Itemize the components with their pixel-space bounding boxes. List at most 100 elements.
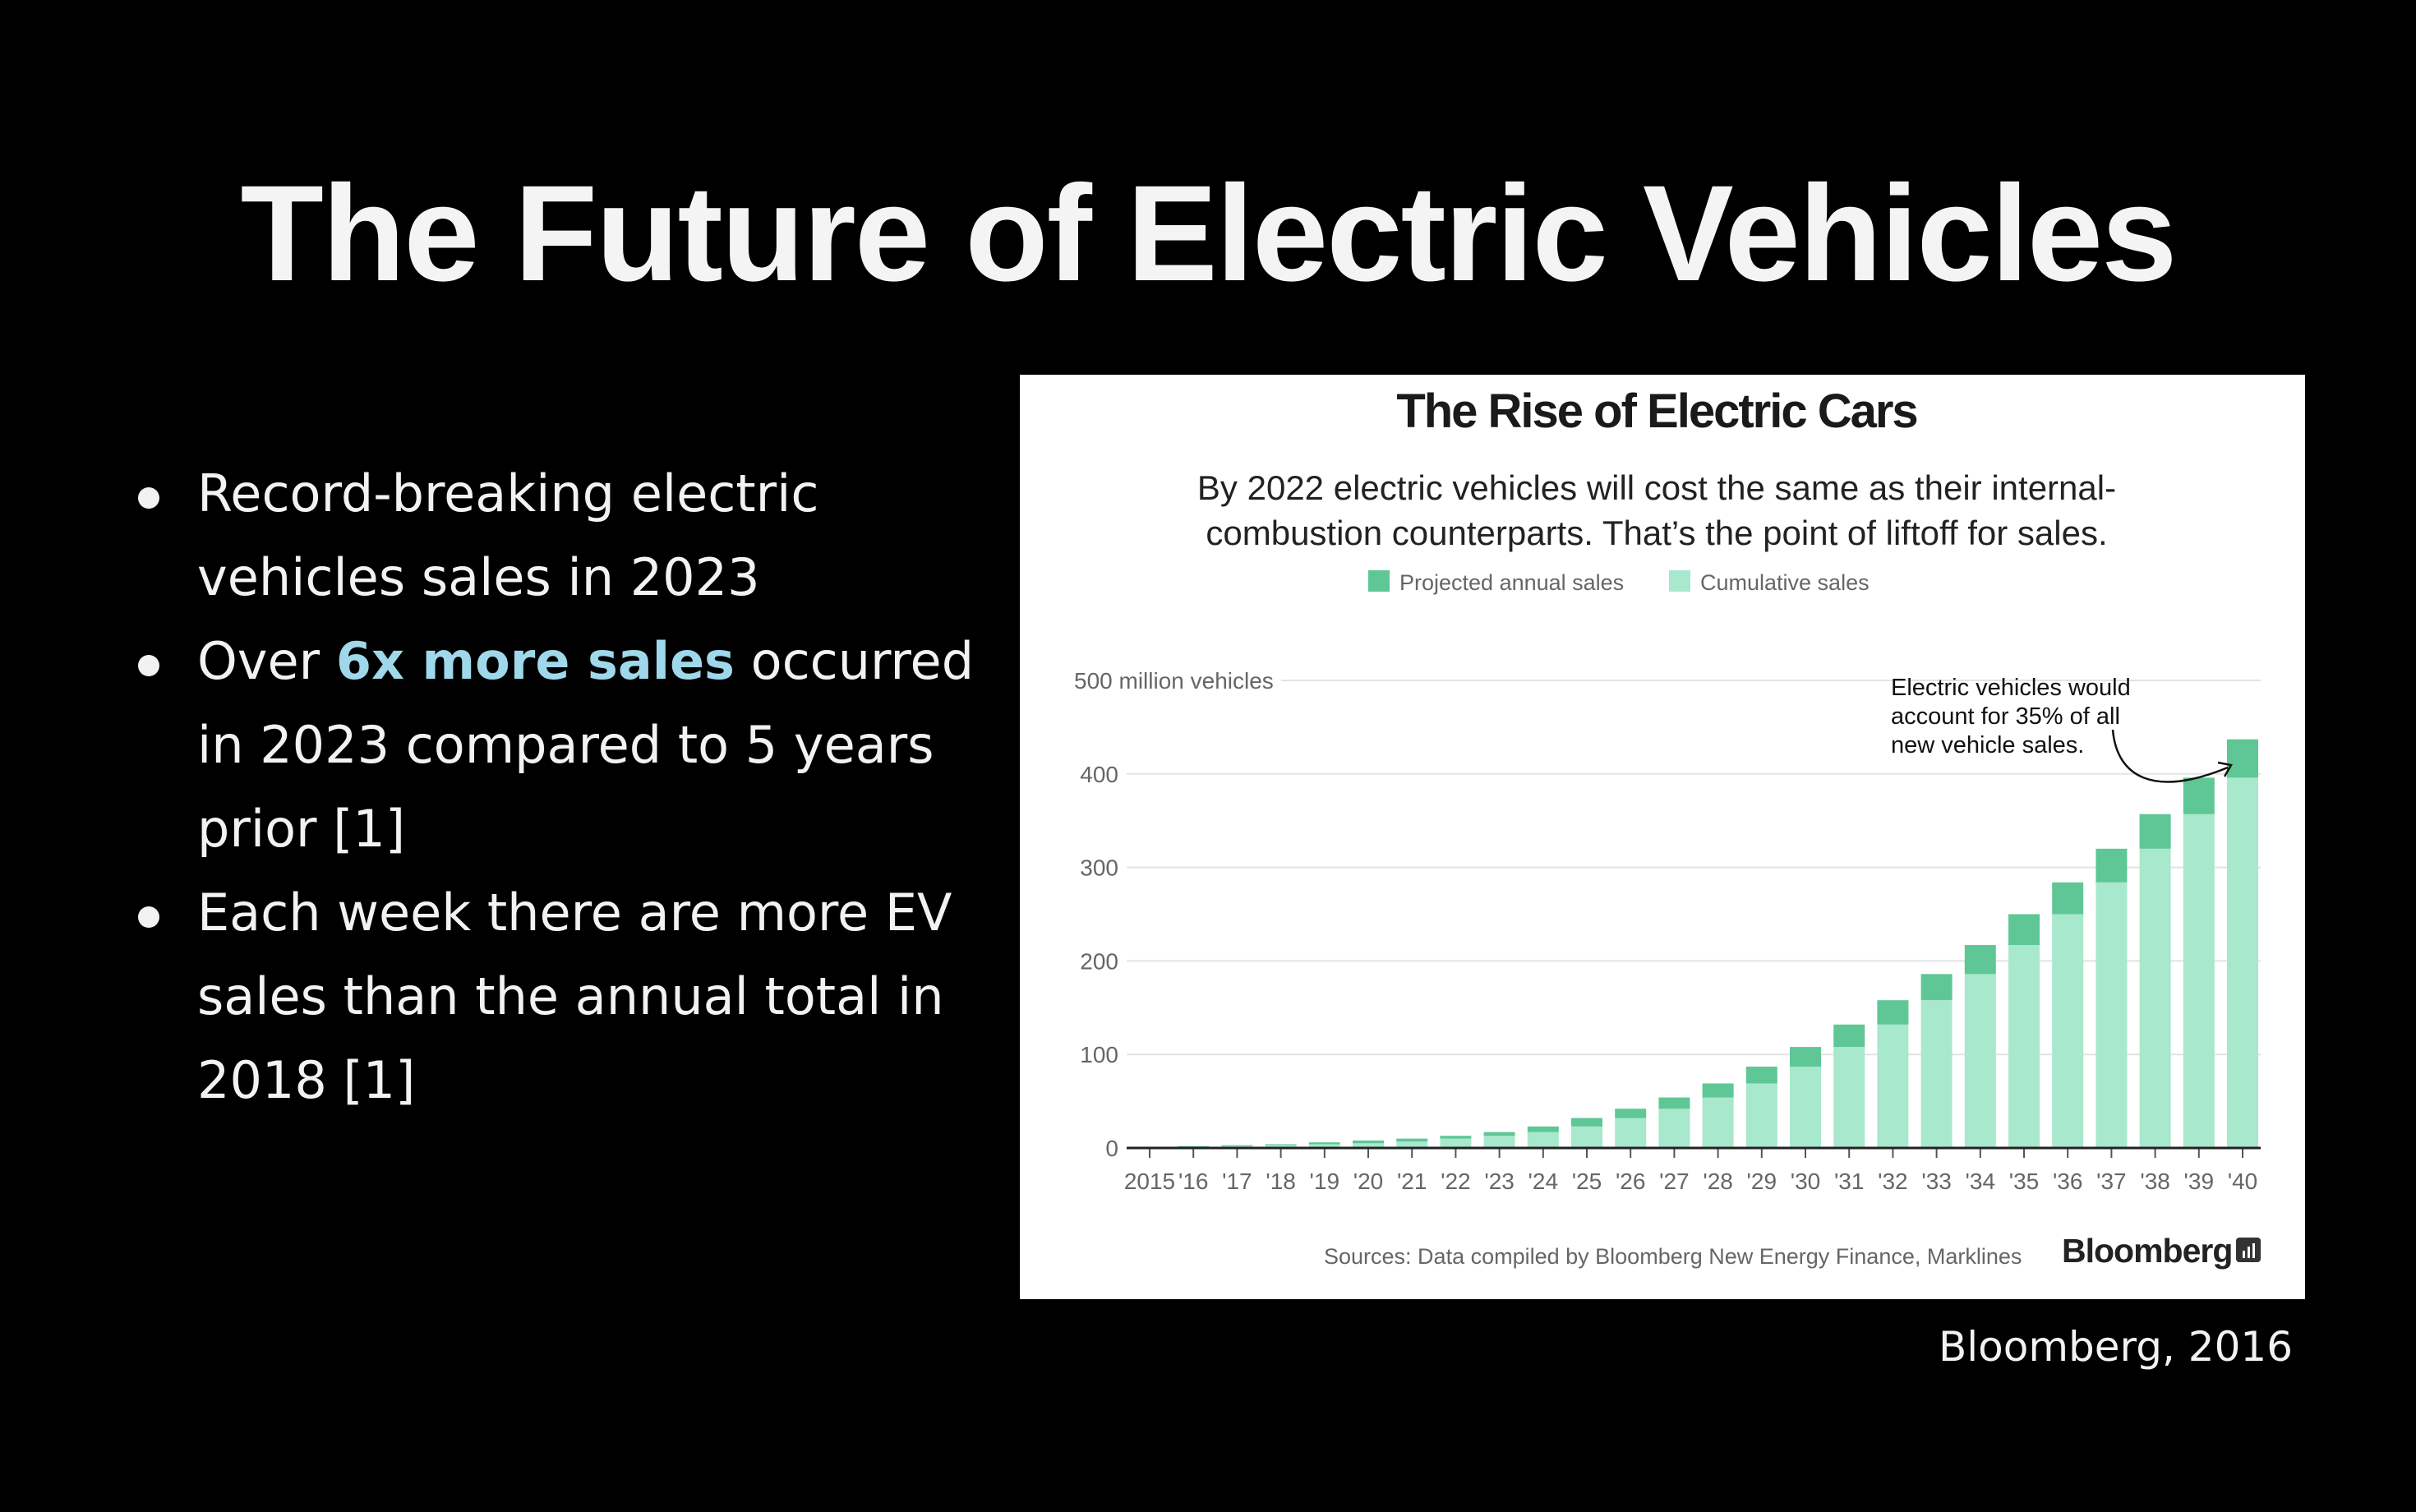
legend-swatch <box>1669 570 1690 592</box>
bar-cumulative-6 <box>1396 1141 1428 1148</box>
bar-cumulative-3 <box>1265 1145 1297 1148</box>
chart-text: The Rise of Electric Cars By 2022 electri… <box>1074 385 2261 1270</box>
x-tick-label: '28 <box>1703 1169 1733 1194</box>
bar-annual-7 <box>1440 1136 1472 1139</box>
x-tick-label: '37 <box>2096 1169 2127 1194</box>
bullet-list: Record-breaking electric vehicles sales … <box>131 452 986 1122</box>
bar-cumulative-12 <box>1658 1109 1690 1148</box>
x-tick-label: '39 <box>2184 1169 2215 1194</box>
y-tick-label: 400 <box>1080 762 1118 787</box>
x-tick-label: '16 <box>1178 1169 1209 1194</box>
bar-annual-10 <box>1571 1118 1602 1127</box>
bar-annual-17 <box>1877 1000 1909 1025</box>
bullet-item: Record-breaking electric vehicles sales … <box>131 452 986 620</box>
bar-cumulative-17 <box>1877 1024 1909 1148</box>
bar-annual-8 <box>1483 1132 1515 1136</box>
bar-cumulative-11 <box>1615 1118 1647 1148</box>
bar-annual-11 <box>1615 1109 1647 1118</box>
bullet-item: Each week there are more EV sales than t… <box>131 871 986 1122</box>
bar-cumulative-22 <box>2096 882 2128 1148</box>
annotation-text: account for 35% of all <box>1891 703 2120 730</box>
y-tick-label: 100 <box>1080 1042 1118 1067</box>
bar-cumulative-19 <box>1964 974 1996 1148</box>
annotation-text: Electric vehicles would <box>1891 675 2131 701</box>
bar-annual-1 <box>1178 1146 1210 1147</box>
x-tick-label: '36 <box>2053 1169 2083 1194</box>
bullet-text: Over <box>197 631 336 691</box>
x-tick-label: '20 <box>1353 1169 1384 1194</box>
highlight-text: 6x more sales <box>335 631 735 691</box>
x-tick-label: '35 <box>2009 1169 2040 1194</box>
x-tick-label: '30 <box>1791 1169 1821 1194</box>
x-tick-label: '32 <box>1878 1169 1908 1194</box>
legend-label: Cumulative sales <box>1700 570 1870 595</box>
bar-annual-3 <box>1265 1144 1297 1146</box>
legend-label: Projected annual sales <box>1399 570 1624 595</box>
chart-subtitle: By 2022 electric vehicles will cost the … <box>1197 468 2116 507</box>
bar-annual-20 <box>2008 914 2040 946</box>
bar-cumulative-14 <box>1745 1083 1777 1148</box>
bar-annual-5 <box>1353 1140 1384 1144</box>
bar-cumulative-23 <box>2139 848 2171 1148</box>
bar-cumulative-4 <box>1308 1144 1340 1148</box>
legend-swatch <box>1368 570 1390 592</box>
bar-cumulative-5 <box>1353 1143 1384 1148</box>
x-tick-label: '40 <box>2228 1169 2258 1194</box>
bar-annual-23 <box>2139 814 2171 849</box>
bullet-item: Over 6x more sales occurred in 2023 comp… <box>131 620 986 871</box>
bloomberg-mark-bar <box>2243 1251 2245 1258</box>
annotation-arrow <box>2111 729 2229 783</box>
bloomberg-logo: Bloomberg <box>2062 1232 2232 1270</box>
x-tick-label: '34 <box>1966 1169 1996 1194</box>
chart-source: Sources: Data compiled by Bloomberg New … <box>1324 1244 2022 1269</box>
bar-annual-18 <box>1920 974 1953 1001</box>
x-tick-label: '26 <box>1616 1169 1646 1194</box>
bar-annual-21 <box>2052 882 2084 915</box>
bars <box>1178 739 2258 1148</box>
x-tick-label: '22 <box>1441 1169 1471 1194</box>
bar-cumulative-8 <box>1483 1136 1515 1148</box>
y-tick-label: 300 <box>1080 855 1118 881</box>
x-tick-label: '23 <box>1484 1169 1515 1194</box>
x-tick-label: '38 <box>2140 1169 2170 1194</box>
bar-cumulative-7 <box>1440 1138 1472 1148</box>
bar-cumulative-15 <box>1790 1066 1821 1148</box>
y-tick-label: 200 <box>1080 948 1118 974</box>
x-tick-label: '17 <box>1222 1169 1252 1194</box>
bar-cumulative-9 <box>1527 1132 1559 1148</box>
bar-annual-6 <box>1396 1138 1428 1142</box>
chart-title: The Rise of Electric Cars <box>1396 385 1916 438</box>
ev-sales-chart: The Rise of Electric Cars By 2022 electri… <box>1074 385 2261 1270</box>
x-tick-label: '18 <box>1266 1169 1296 1194</box>
bar-annual-12 <box>1658 1097 1690 1109</box>
y-unit-label: 500 million vehicles <box>1074 668 1274 694</box>
bar-cumulative-16 <box>1833 1047 1865 1148</box>
bar-cumulative-13 <box>1702 1097 1734 1148</box>
bar-cumulative-21 <box>2052 914 2084 1148</box>
bar-cumulative-18 <box>1920 1000 1953 1148</box>
x-tick-label: '29 <box>1747 1169 1777 1194</box>
bar-annual-19 <box>1964 945 1996 975</box>
x-tick-label: '31 <box>1834 1169 1865 1194</box>
bullet-text: occurred in 2023 compared to 5 years pri… <box>197 631 975 859</box>
image-caption: Bloomberg, 2016 <box>1938 1323 2293 1371</box>
y-tick-label: 0 <box>1105 1136 1118 1161</box>
bar-annual-14 <box>1745 1066 1777 1084</box>
bar-cumulative-20 <box>2008 945 2040 1148</box>
bullet-text: Each week there are more EV sales than t… <box>197 883 952 1110</box>
bar-annual-25 <box>2227 739 2258 778</box>
x-tick-label: 2015 <box>1124 1169 1175 1194</box>
axes <box>1127 1146 2261 1158</box>
annotation-arrowhead <box>2217 761 2233 777</box>
bar-cumulative-25 <box>2227 777 2258 1148</box>
bloomberg-mark-bar <box>2252 1243 2255 1258</box>
slide-title: The Future of Electric Vehicles <box>240 158 2178 310</box>
bar-annual-4 <box>1308 1142 1340 1145</box>
bar-cumulative-10 <box>1571 1126 1602 1148</box>
bar-annual-9 <box>1527 1126 1559 1132</box>
bar-annual-16 <box>1833 1024 1865 1048</box>
bar-annual-24 <box>2183 777 2215 814</box>
x-tick-label: '27 <box>1659 1169 1689 1194</box>
x-tick-label: '25 <box>1572 1169 1602 1194</box>
bullet-text: Record-breaking electric vehicles sales … <box>197 463 819 607</box>
